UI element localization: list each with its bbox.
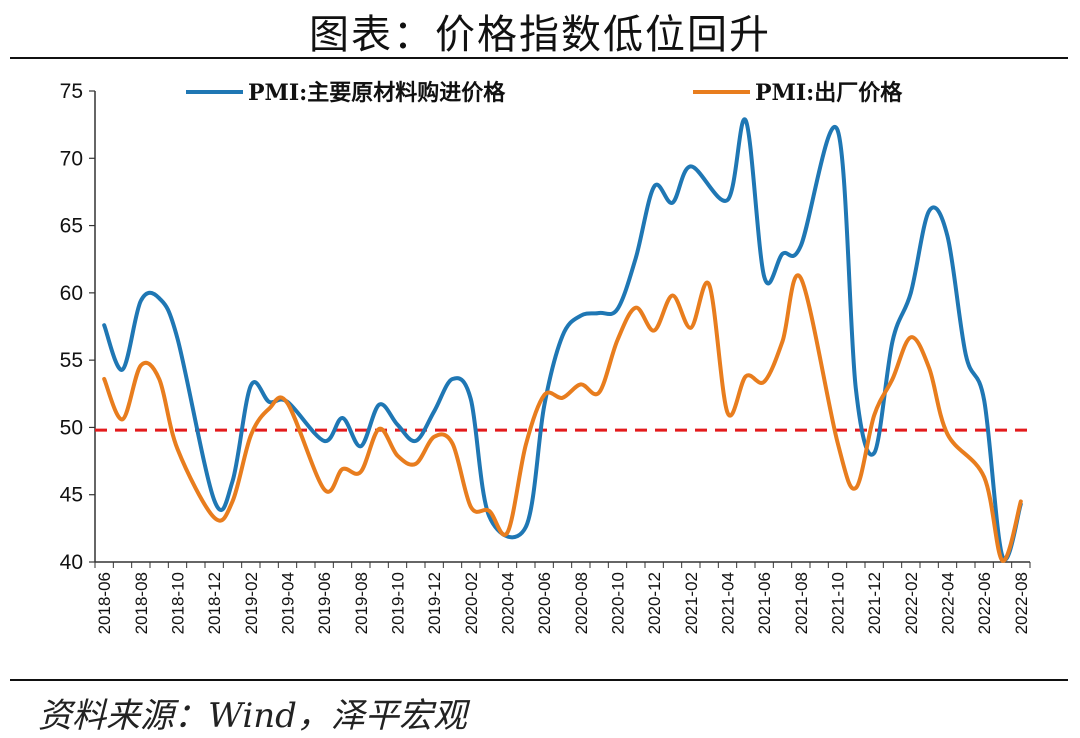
y-tick-label: 45 <box>60 484 83 507</box>
x-tick-label: 2020-04 <box>499 572 518 634</box>
x-tick-label: 2018-06 <box>95 572 114 634</box>
source-note: 资料来源：Wind，泽平宏观 <box>38 696 467 736</box>
series-line-raw-material <box>102 117 1023 562</box>
x-tick-label: 2019-12 <box>425 572 444 634</box>
x-tick-label: 2022-02 <box>902 572 921 634</box>
line-chart: 40 45 50 55 60 65 70 75 2018-06 2018-08 2018-10 201… <box>60 80 1034 634</box>
y-tick-label: 40 <box>60 551 83 574</box>
x-tick-label: 2021-04 <box>719 572 738 634</box>
x-tick-label: 2018-12 <box>205 572 224 634</box>
x-tick-label: 2021-10 <box>829 572 848 634</box>
title-divider <box>10 57 1068 59</box>
legend-label-raw-material: PMI:主要原材料购进价格 <box>248 80 506 106</box>
x-tick-label: 2019-10 <box>389 572 408 634</box>
x-tick-label: 2021-08 <box>792 572 811 634</box>
y-tick-label: 50 <box>60 416 83 439</box>
y-tick-label: 70 <box>60 147 83 170</box>
source-divider <box>10 679 1068 681</box>
y-tick-label: 75 <box>60 80 83 103</box>
x-tick-label: 2021-06 <box>755 572 774 634</box>
legend-label-output-price: PMI:出厂价格 <box>755 80 903 106</box>
x-tick-label: 2021-12 <box>865 572 884 634</box>
x-tick-label: 2020-12 <box>645 572 664 634</box>
x-tick-label: 2020-06 <box>535 572 554 634</box>
x-tick-label: 2020-08 <box>572 572 591 634</box>
y-tick-label: 60 <box>60 282 83 305</box>
x-tick-label: 2022-06 <box>975 572 994 634</box>
x-tick-label: 2021-02 <box>682 572 701 634</box>
x-tick-label: 2020-10 <box>609 572 628 634</box>
y-tick-label: 65 <box>60 215 83 238</box>
chart-title: 图表：价格指数低位回升 <box>309 12 771 58</box>
x-tick-label: 2018-10 <box>169 572 188 634</box>
x-tick-label: 2019-04 <box>279 572 298 634</box>
x-tick-label: 2018-08 <box>132 572 151 634</box>
legend: PMI:主要原材料购进价格 PMI:出厂价格 <box>186 80 903 106</box>
y-tick-label: 55 <box>60 349 83 372</box>
x-tick-label: 2022-04 <box>939 572 958 634</box>
x-tick-label: 2019-08 <box>352 572 371 634</box>
x-tick-label: 2019-02 <box>242 572 261 634</box>
series-line-output-price <box>102 273 1023 563</box>
x-tick-label: 2019-06 <box>315 572 334 634</box>
x-tick-label: 2022-08 <box>1012 572 1031 634</box>
series-lines <box>102 117 1023 563</box>
x-tick-label: 2020-02 <box>462 572 481 634</box>
axes: 40 45 50 55 60 65 70 75 2018-06 2018-08 2018-10 201… <box>60 80 1031 634</box>
